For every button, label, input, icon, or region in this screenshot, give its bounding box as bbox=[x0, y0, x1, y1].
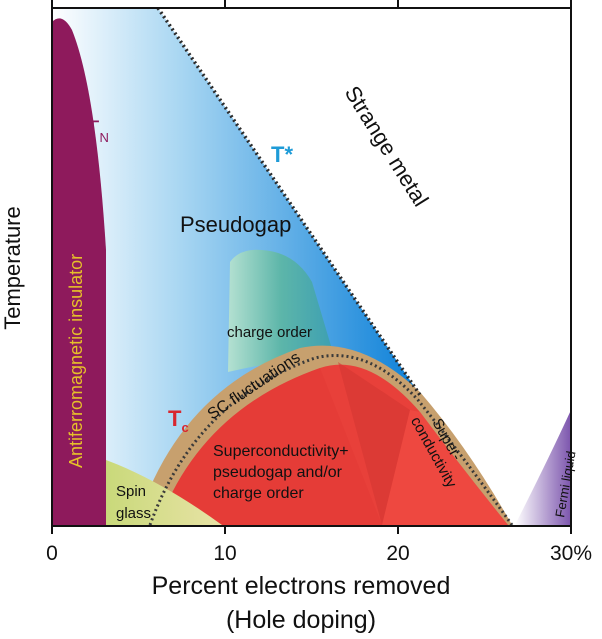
fermi-liquid-region bbox=[515, 410, 571, 525]
plot-frame bbox=[51, 7, 572, 527]
y-axis-title: Temperature bbox=[0, 206, 25, 330]
tn-label: TN bbox=[86, 116, 109, 145]
tc-label: Tc bbox=[168, 406, 189, 435]
x-tick-label: 10 bbox=[213, 542, 236, 565]
af-insulator-label: Antiferromagnetic insulator bbox=[66, 254, 86, 468]
x-tick-labels: 0 10 20 30% bbox=[46, 542, 592, 565]
tc-boundary bbox=[148, 354, 514, 526]
x-tick-label: 20 bbox=[386, 542, 409, 565]
pseudogap-label: Pseudogap bbox=[180, 212, 291, 237]
charge-order-label: charge order bbox=[227, 324, 312, 341]
antiferromagnetic-region bbox=[52, 18, 106, 526]
x-ticks bbox=[51, 0, 572, 534]
strange-metal-label: Strange metal bbox=[340, 81, 434, 210]
sc-facet-left bbox=[158, 368, 382, 525]
x-axis-title: Percent electrons removed bbox=[151, 572, 451, 600]
charge-order-region bbox=[228, 249, 334, 372]
tstar-label: T* bbox=[271, 142, 293, 167]
x-tick-label: 0 bbox=[46, 542, 58, 565]
sc-facet-mid bbox=[338, 362, 410, 525]
sc-facet-right bbox=[382, 410, 508, 525]
x-tick-label: 30% bbox=[550, 542, 592, 565]
sc-pseudogap-label: Superconductivity+ pseudogap and/or char… bbox=[213, 443, 353, 502]
spin-glass-label: Spin glass bbox=[116, 483, 151, 522]
x-axis-subtitle: (Hole doping) bbox=[225, 606, 377, 634]
